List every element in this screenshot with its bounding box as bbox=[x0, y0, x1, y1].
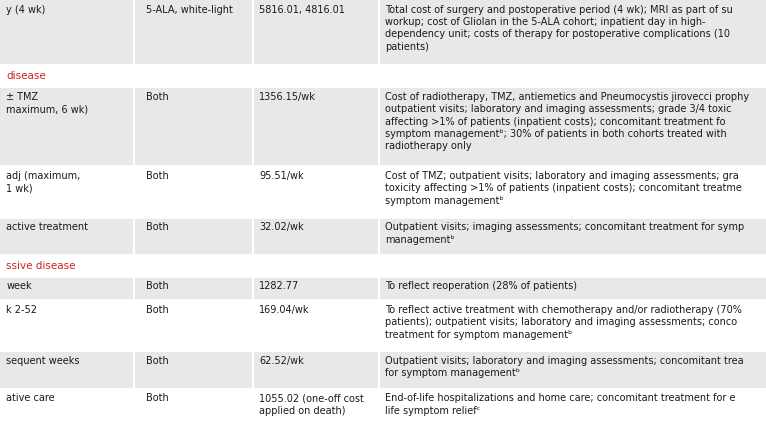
Text: Both: Both bbox=[146, 222, 169, 232]
Text: To reflect reoperation (28% of patients): To reflect reoperation (28% of patients) bbox=[385, 282, 578, 291]
Text: End-of-life hospitalizations and home care; concomitant treatment for e
life sym: End-of-life hospitalizations and home ca… bbox=[385, 393, 736, 416]
Text: 1282.77: 1282.77 bbox=[259, 282, 300, 291]
Bar bbox=[0, 300, 766, 351]
Bar bbox=[0, 87, 766, 167]
Text: Cost of radiotherapy, TMZ, antiemetics and Pneumocystis jirovecci prophy
outpati: Cost of radiotherapy, TMZ, antiemetics a… bbox=[385, 92, 749, 151]
Text: active treatment: active treatment bbox=[6, 222, 88, 232]
Text: y (4 wk): y (4 wk) bbox=[6, 5, 45, 14]
Bar bbox=[0, 218, 766, 255]
Text: Both: Both bbox=[146, 282, 169, 291]
Text: ± TMZ
maximum, 6 wk): ± TMZ maximum, 6 wk) bbox=[6, 92, 88, 114]
Text: 5-ALA, white-light: 5-ALA, white-light bbox=[146, 5, 233, 14]
Text: k 2-52: k 2-52 bbox=[6, 305, 37, 315]
Text: 169.04/wk: 169.04/wk bbox=[259, 305, 309, 315]
Text: 32.02/wk: 32.02/wk bbox=[259, 222, 303, 232]
Text: Both: Both bbox=[146, 356, 169, 366]
Text: Cost of TMZ; outpatient visits; laboratory and imaging assessments; gra
toxicity: Cost of TMZ; outpatient visits; laborato… bbox=[385, 171, 742, 206]
Text: Both: Both bbox=[146, 171, 169, 181]
Text: 62.52/wk: 62.52/wk bbox=[259, 356, 303, 366]
Text: Outpatient visits; laboratory and imaging assessments; concomitant trea
for symp: Outpatient visits; laboratory and imagin… bbox=[385, 356, 744, 378]
Text: ative care: ative care bbox=[6, 393, 54, 403]
Text: To reflect active treatment with chemotherapy and/or radiotherapy (70%
patients): To reflect active treatment with chemoth… bbox=[385, 305, 742, 340]
Bar bbox=[0, 65, 766, 87]
Text: sequent weeks: sequent weeks bbox=[6, 356, 80, 366]
Bar bbox=[0, 277, 766, 300]
Text: Both: Both bbox=[146, 393, 169, 403]
Text: 95.51/wk: 95.51/wk bbox=[259, 171, 303, 181]
Text: disease: disease bbox=[6, 71, 46, 81]
Text: 5816.01, 4816.01: 5816.01, 4816.01 bbox=[259, 5, 345, 14]
Text: 1055.02 (one-off cost
applied on death): 1055.02 (one-off cost applied on death) bbox=[259, 393, 364, 416]
Text: Total cost of surgery and postoperative period (4 wk); MRI as part of su
workup;: Total cost of surgery and postoperative … bbox=[385, 5, 733, 52]
Text: 1356.15/wk: 1356.15/wk bbox=[259, 92, 316, 102]
Bar bbox=[0, 351, 766, 389]
Text: Both: Both bbox=[146, 92, 169, 102]
Bar bbox=[0, 0, 766, 65]
Text: adj (maximum,
1 wk): adj (maximum, 1 wk) bbox=[6, 171, 80, 193]
Text: Outpatient visits; imaging assessments; concomitant treatment for symp
managemen: Outpatient visits; imaging assessments; … bbox=[385, 222, 745, 245]
Bar bbox=[0, 167, 766, 218]
Text: ssive disease: ssive disease bbox=[6, 261, 76, 271]
Bar bbox=[0, 255, 766, 277]
Bar bbox=[0, 389, 766, 426]
Text: week: week bbox=[6, 282, 31, 291]
Text: Both: Both bbox=[146, 305, 169, 315]
